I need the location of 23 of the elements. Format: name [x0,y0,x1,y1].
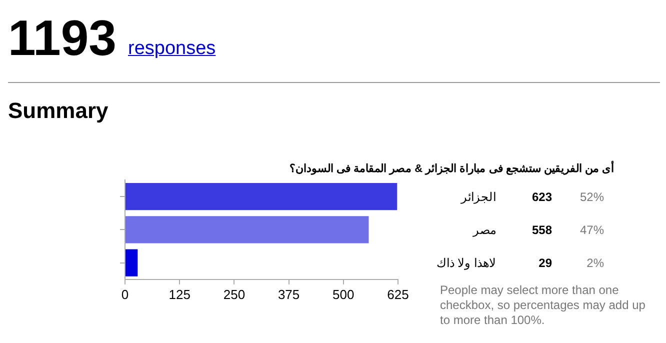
bar [126,216,369,244]
text: People may select more than one checkbox, so percentages may add up to more than 100%. [440,283,646,328]
x-tick-label: 250 [223,286,246,302]
x-tick-label: 125 [168,286,190,302]
x-tick-label: 625 [387,286,409,302]
text: 2% [586,254,604,272]
text: responses [128,38,216,60]
text: 47% [578,222,604,238]
x-tick-label: 375 [278,286,300,302]
x-tick-label: 0 [121,286,129,302]
text: 52% [578,188,604,206]
bar [126,183,398,210]
text: Summary [8,98,108,124]
bar [126,249,138,276]
data-label: 29 [538,254,552,272]
text: أى من الفريقين ستشجع فى مباراة الجزائر & مصر المقامة فى السودان؟ [289,162,614,175]
y-tick-label: لاهذا ولا ذاك [435,254,496,272]
y-tick-label: مصر [472,222,496,239]
x-tick-label: 500 [332,286,354,302]
data-label: 558 [530,222,552,238]
text: 1193 [8,9,116,68]
y-tick-label: الجزائر [460,188,496,206]
data-label: 623 [530,188,552,206]
